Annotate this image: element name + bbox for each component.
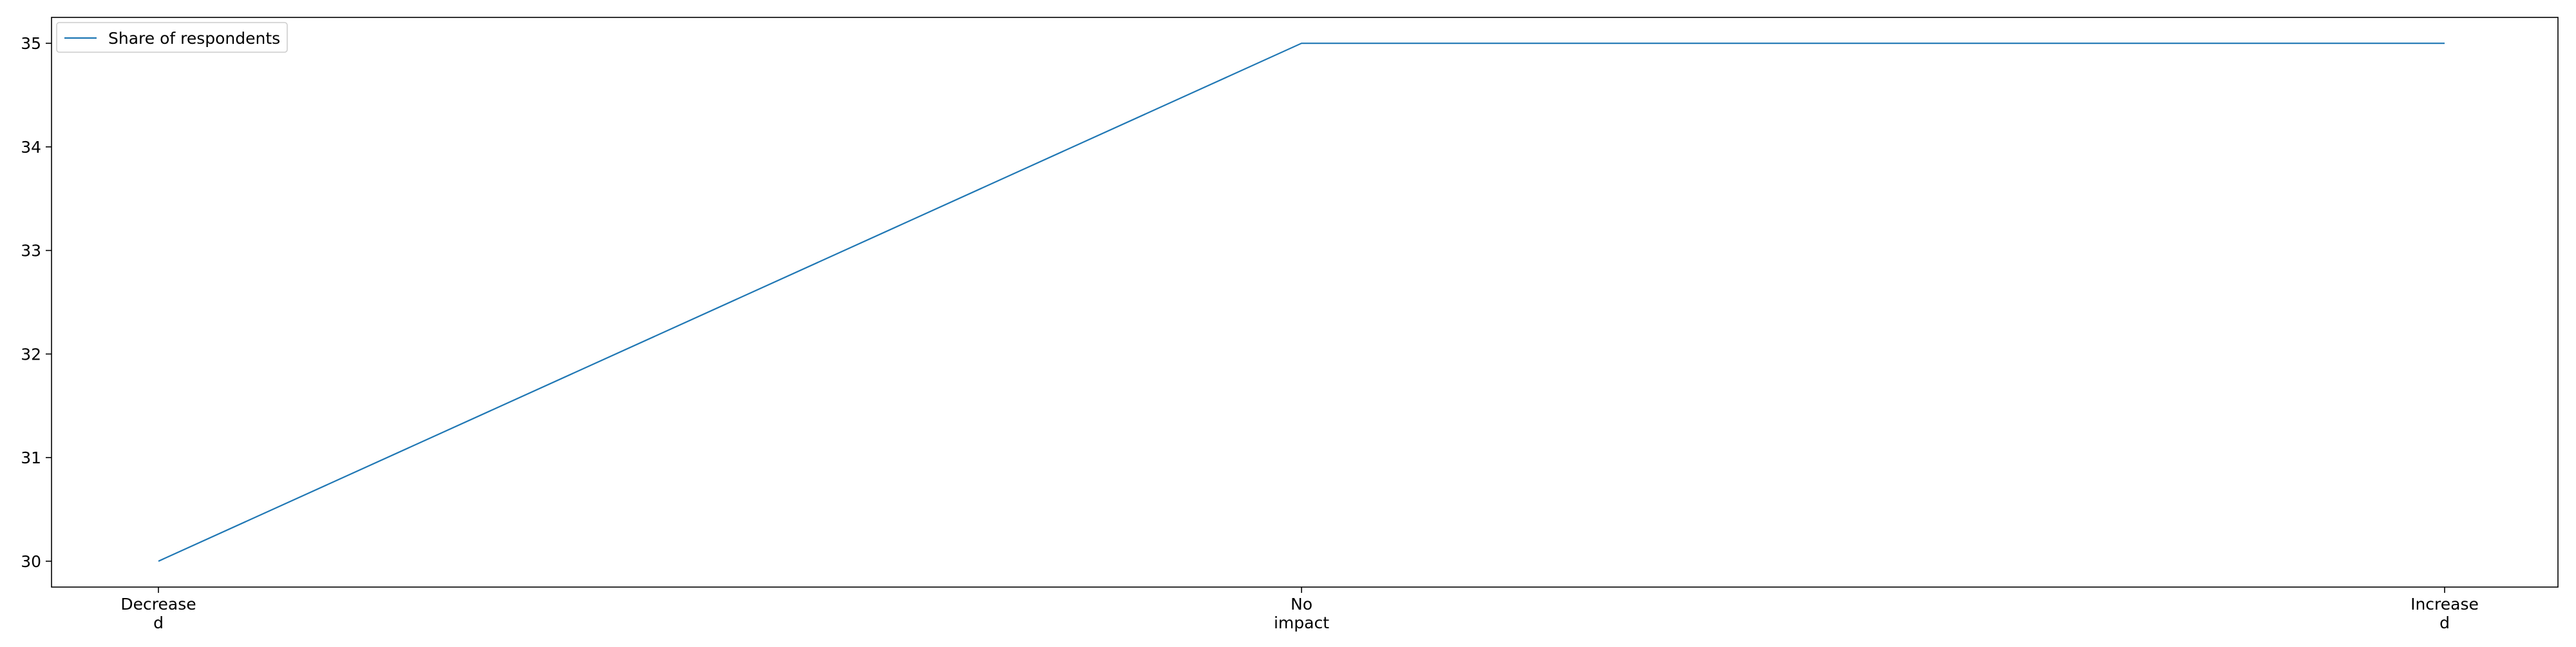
x-tick-label-line: d bbox=[153, 613, 164, 632]
y-tick-label: 35 bbox=[21, 34, 41, 53]
x-tick-label-line: Increase bbox=[2410, 595, 2479, 613]
x-tick-label-line: d bbox=[2439, 613, 2450, 632]
legend: Share of respondents bbox=[57, 23, 287, 52]
y-tick-label: 31 bbox=[21, 449, 41, 467]
y-tick-label: 32 bbox=[21, 345, 41, 363]
y-tick-label: 30 bbox=[21, 552, 41, 571]
y-tick-label: 34 bbox=[21, 138, 41, 157]
x-tick-label-line: Decrease bbox=[120, 595, 196, 613]
x-tick-label-line: No bbox=[1291, 595, 1312, 613]
legend-label: Share of respondents bbox=[108, 29, 280, 48]
y-tick-label: 33 bbox=[21, 242, 41, 260]
x-tick-label-line: impact bbox=[1274, 613, 1329, 632]
